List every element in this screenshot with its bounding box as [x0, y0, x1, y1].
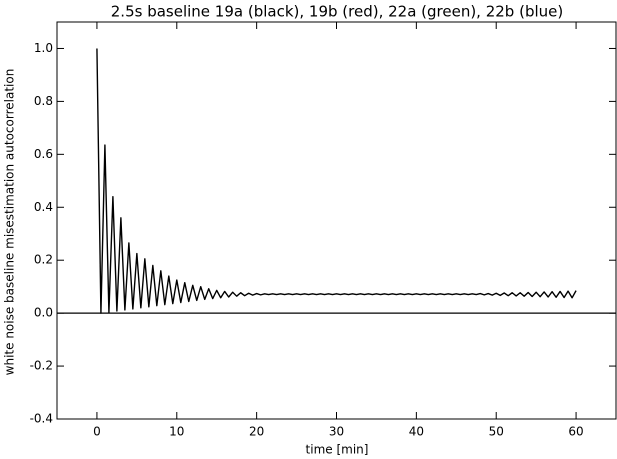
x-tick-label: 30 [329, 425, 344, 439]
y-tick-label: 0.4 [34, 200, 53, 214]
x-tick-label: 0 [93, 425, 101, 439]
x-axis-label: time [min] [306, 443, 369, 457]
x-tick-label: 40 [409, 425, 424, 439]
x-tick-label: 20 [249, 425, 264, 439]
x-tick-label: 50 [489, 425, 504, 439]
y-tick-label: 0.2 [34, 253, 53, 267]
x-tick-label: 10 [169, 425, 184, 439]
y-tick-label: 1.0 [34, 41, 53, 55]
chart-title: 2.5s baseline 19a (black), 19b (red), 22… [111, 3, 563, 21]
y-tick-label: 0.6 [34, 147, 53, 161]
data-line [96, 48, 577, 314]
y-axis-label: white noise baseline misestimation autoc… [3, 69, 17, 376]
y-tick-label: -0.4 [30, 412, 53, 426]
y-tick-label: 0.8 [34, 94, 53, 108]
y-tick-label: 0.0 [34, 306, 53, 320]
y-tick-label: -0.2 [30, 359, 53, 373]
x-tick-label: 60 [568, 425, 583, 439]
